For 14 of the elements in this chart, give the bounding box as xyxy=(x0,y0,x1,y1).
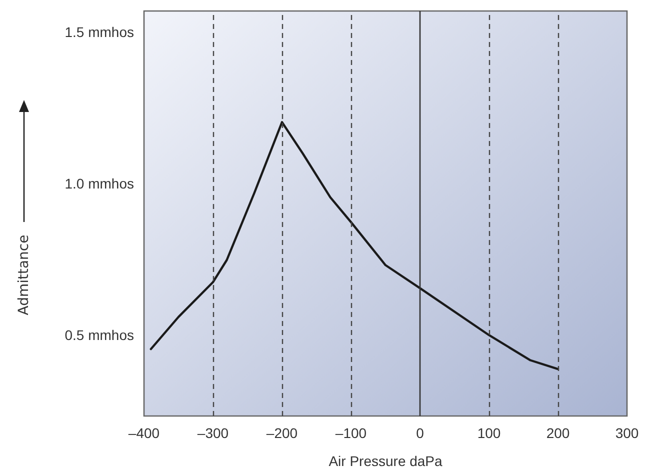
y-axis-title: Admittance xyxy=(16,234,32,316)
x-tick-label: 300 xyxy=(615,425,639,441)
x-tick-label: 0 xyxy=(416,425,424,441)
y-tick-label: 0.5 mmhos xyxy=(64,327,134,344)
x-tick-label: 100 xyxy=(477,425,501,441)
line-series xyxy=(150,121,560,370)
x-axis-title: Air Pressure daPa xyxy=(328,453,443,469)
x-tick-label: –400 xyxy=(128,425,160,441)
x-tick-label: –300 xyxy=(197,425,229,441)
x-tick-label: 200 xyxy=(546,425,570,441)
y-tick-label: 1.5 mmhos xyxy=(64,24,134,40)
x-tick-label: –200 xyxy=(266,425,298,441)
x-tick-label: –100 xyxy=(335,425,367,441)
y-tick-label: 1.0 mmhos xyxy=(64,176,134,192)
